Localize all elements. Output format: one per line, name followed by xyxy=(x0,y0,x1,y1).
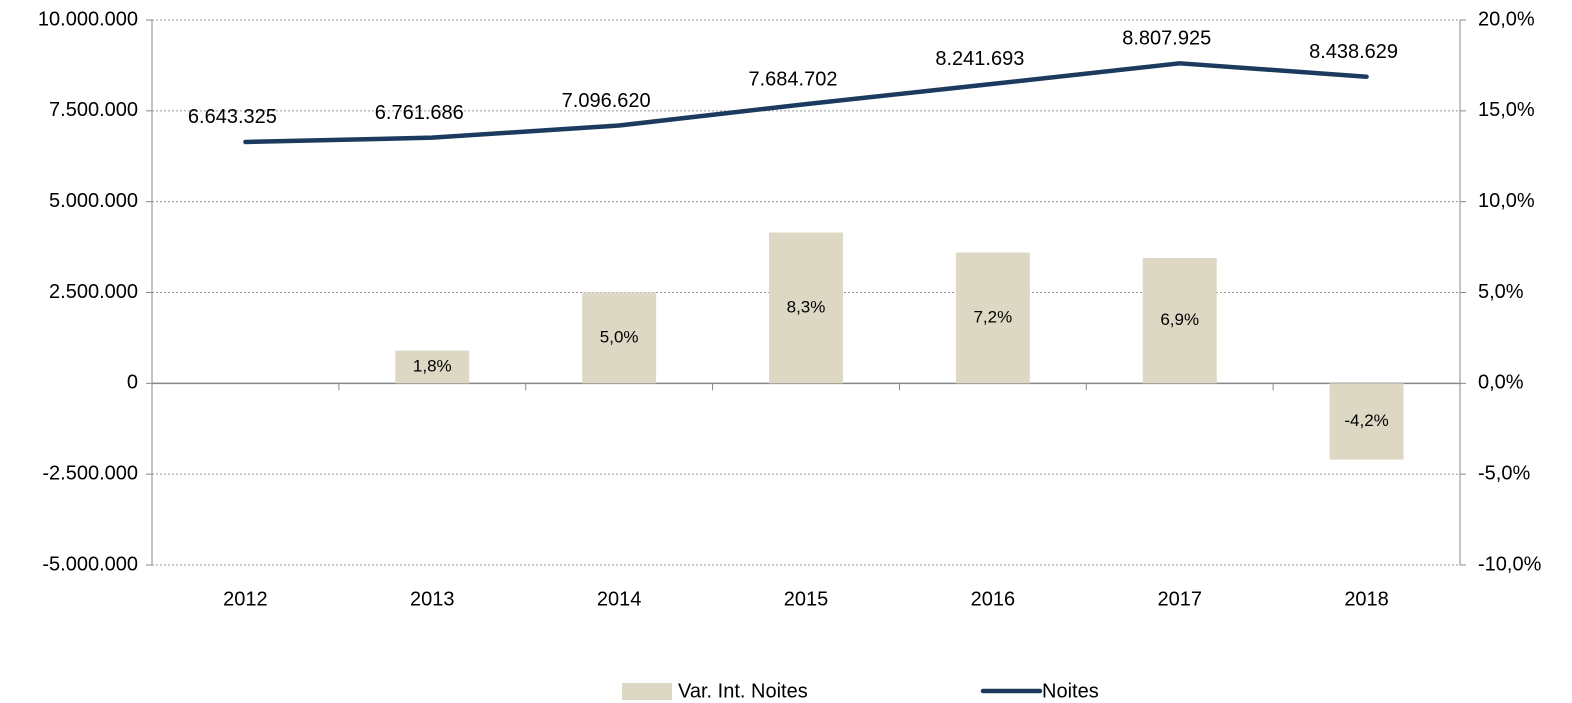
line-value-label: 7.096.620 xyxy=(562,90,651,112)
y2-tick-label: -5,0% xyxy=(1478,462,1530,484)
bar xyxy=(395,350,470,384)
x-tick-label: 2017 xyxy=(1157,588,1202,610)
bar xyxy=(769,232,843,384)
x-tick-label: 2012 xyxy=(223,588,268,610)
bar xyxy=(1329,383,1404,460)
y-tick-label: 10.000.000 xyxy=(38,8,138,30)
y2-tick-label: 5,0% xyxy=(1478,281,1524,303)
y2-tick-label: 0,0% xyxy=(1478,372,1524,394)
y2-tick-label: 15,0% xyxy=(1478,99,1535,121)
legend-swatch xyxy=(622,683,672,700)
x-tick-label: 2013 xyxy=(410,588,455,610)
y2-tick-label: -10,0% xyxy=(1478,553,1542,575)
x-tick-label: 2014 xyxy=(597,588,642,610)
y-tick-label: 2.500.000 xyxy=(49,281,138,303)
line-value-label: 6.643.325 xyxy=(188,106,277,128)
y-tick-label: -5.000.000 xyxy=(42,553,138,575)
line-value-label: 6.761.686 xyxy=(375,102,464,124)
y-tick-label: -2.500.000 xyxy=(42,462,138,484)
bar-value-label: 5,0% xyxy=(600,327,639,346)
y2-tick-label: 20,0% xyxy=(1478,8,1535,30)
line-value-label: 8.807.925 xyxy=(1122,28,1211,50)
x-tick-label: 2016 xyxy=(971,588,1016,610)
line-value-label: 8.438.629 xyxy=(1309,41,1398,63)
line-value-label: 8.241.693 xyxy=(935,48,1024,70)
line-value-label: 7.684.702 xyxy=(749,68,838,90)
bar-value-label: -4,2% xyxy=(1344,411,1388,430)
bar-value-label: 1,8% xyxy=(413,356,452,375)
bar-value-label: 8,3% xyxy=(787,297,826,316)
line xyxy=(243,61,1369,145)
y-tick-label: 0 xyxy=(127,372,138,394)
x-tick-label: 2018 xyxy=(1344,588,1389,610)
bar xyxy=(955,252,1030,384)
y2-tick-label: 10,0% xyxy=(1478,190,1535,212)
legend-label: Noites xyxy=(1042,680,1099,702)
y-tick-label: 5.000.000 xyxy=(49,190,138,212)
bar xyxy=(582,292,657,384)
y-tick-label: 7.500.000 xyxy=(49,99,138,121)
bar-value-label: 6,9% xyxy=(1160,310,1199,329)
x-tick-label: 2015 xyxy=(784,588,829,610)
bar-value-label: 7,2% xyxy=(973,307,1012,326)
legend-label: Var. Int. Noites xyxy=(678,680,808,702)
bar xyxy=(1142,257,1217,384)
